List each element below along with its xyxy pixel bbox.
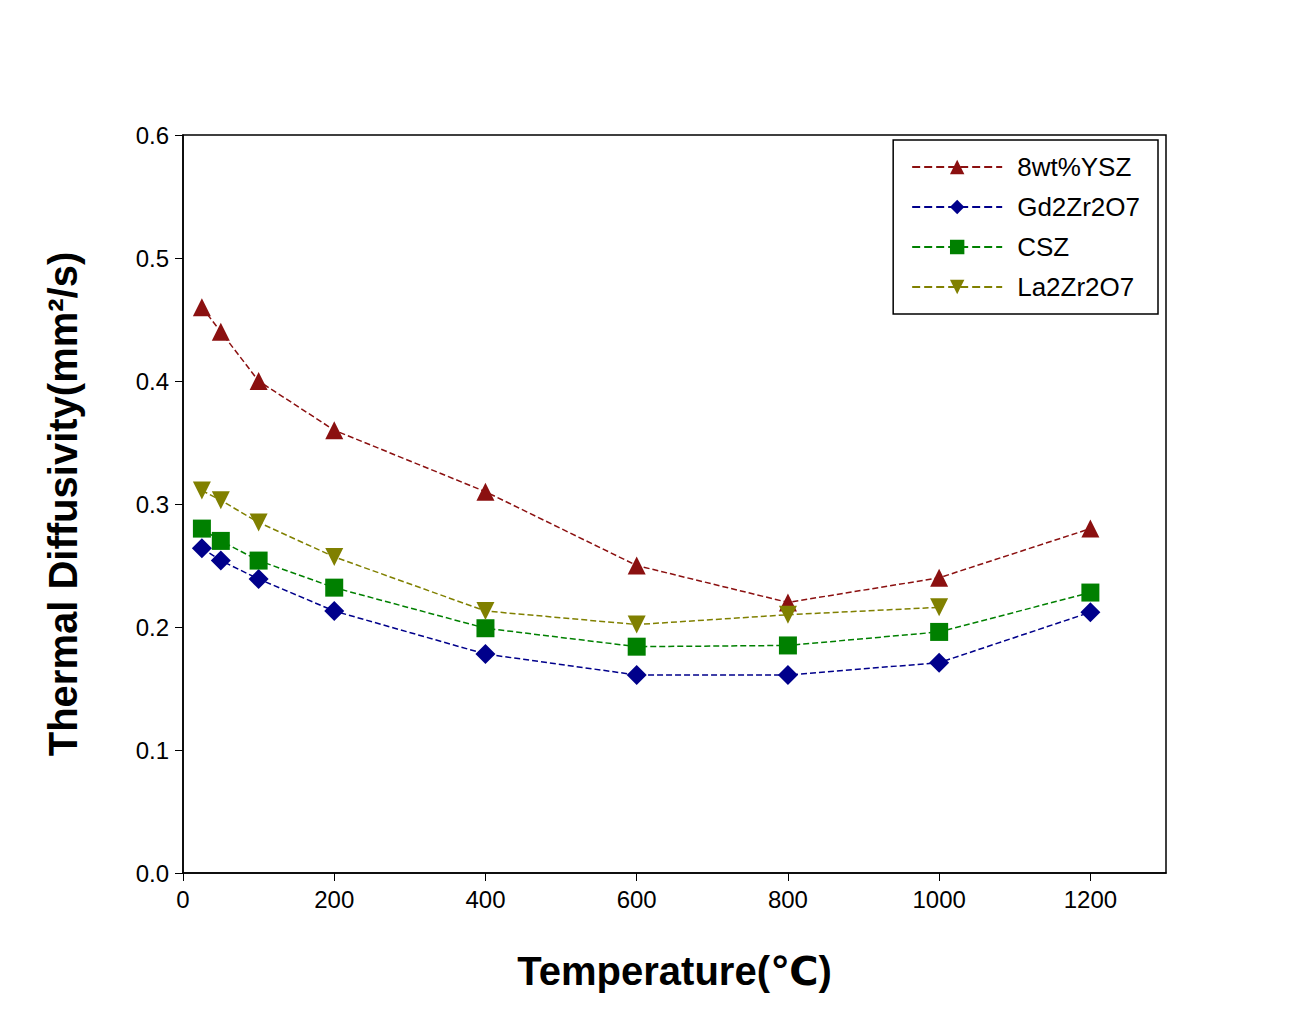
svg-text:Temperature(℃): Temperature(℃) bbox=[517, 949, 831, 993]
svg-text:0.2: 0.2 bbox=[136, 614, 169, 641]
svg-text:La2Zr2O7: La2Zr2O7 bbox=[1017, 272, 1134, 302]
svg-text:0.3: 0.3 bbox=[136, 491, 169, 518]
svg-text:0.5: 0.5 bbox=[136, 245, 169, 272]
svg-text:400: 400 bbox=[465, 886, 505, 913]
svg-text:0.1: 0.1 bbox=[136, 737, 169, 764]
svg-text:Thermal Diffusivity(mm²/s): Thermal Diffusivity(mm²/s) bbox=[41, 252, 85, 757]
svg-text:600: 600 bbox=[617, 886, 657, 913]
svg-text:0.6: 0.6 bbox=[136, 122, 169, 149]
svg-text:Gd2Zr2O7: Gd2Zr2O7 bbox=[1017, 192, 1140, 222]
svg-text:1200: 1200 bbox=[1064, 886, 1117, 913]
svg-text:200: 200 bbox=[314, 886, 354, 913]
svg-text:8wt%YSZ: 8wt%YSZ bbox=[1017, 152, 1131, 182]
svg-text:0.0: 0.0 bbox=[136, 860, 169, 887]
svg-text:800: 800 bbox=[768, 886, 808, 913]
svg-text:0.4: 0.4 bbox=[136, 368, 169, 395]
svg-text:0: 0 bbox=[176, 886, 189, 913]
svg-text:1000: 1000 bbox=[912, 886, 965, 913]
svg-text:CSZ: CSZ bbox=[1017, 232, 1069, 262]
